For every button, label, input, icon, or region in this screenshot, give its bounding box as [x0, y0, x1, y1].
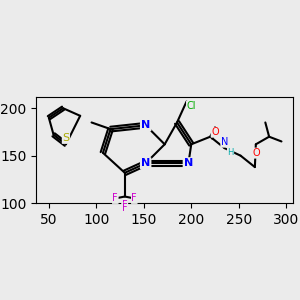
Text: S: S: [62, 134, 70, 143]
Text: Cl: Cl: [187, 101, 196, 111]
Text: F: F: [122, 203, 128, 213]
Text: N: N: [141, 120, 150, 130]
Text: N: N: [221, 137, 228, 147]
Text: N: N: [184, 158, 193, 168]
Text: F: F: [112, 194, 118, 203]
Text: O: O: [211, 127, 219, 137]
Text: N: N: [141, 158, 150, 168]
Text: O: O: [252, 148, 260, 158]
Text: H: H: [227, 148, 234, 157]
Text: F: F: [122, 200, 128, 210]
Text: F: F: [131, 194, 137, 203]
